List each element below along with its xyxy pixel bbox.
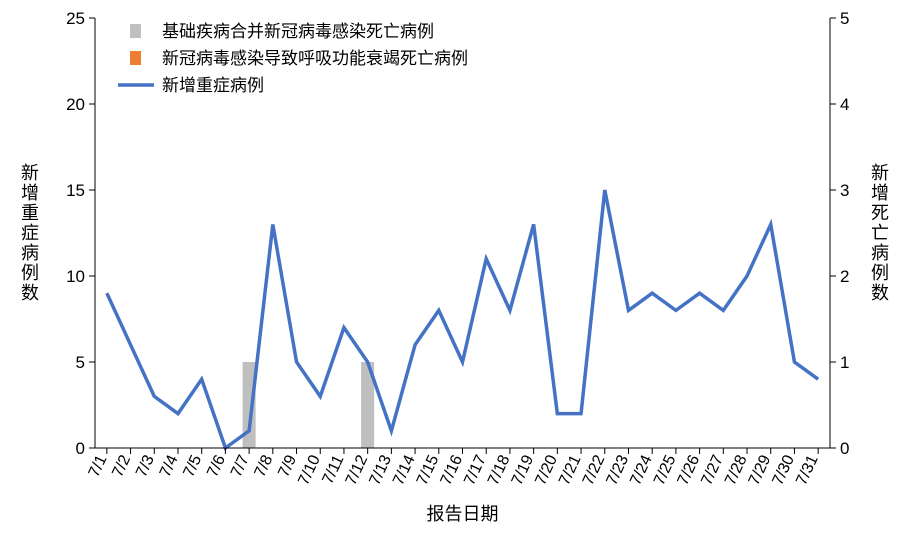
x-tick-label: 7/13 [366,452,395,487]
x-tick-label: 7/15 [414,452,443,487]
y-left-axis-title: 数 [21,283,39,303]
x-tick-label: 7/22 [580,452,609,487]
line-series [107,190,818,448]
legend-swatch-bar [130,24,141,38]
x-tick-label: 7/7 [228,452,253,479]
y-left-axis-title: 增 [21,183,39,203]
x-tick-label: 7/1 [86,452,111,479]
x-tick-label: 7/29 [746,452,775,487]
x-tick-label: 7/30 [769,452,798,487]
x-tick-label: 7/31 [793,452,822,487]
y-right-axis-title: 死 [871,203,889,223]
x-axis-title: 报告日期 [427,504,499,524]
y-right-axis-title: 数 [871,283,889,303]
y-right-axis-title: 病 [871,243,889,263]
y-left-tick-label: 5 [76,353,85,372]
legend-item: 新增重症病例 [118,76,264,95]
x-tick-label: 7/6 [204,452,229,479]
y-right-tick-label: 1 [840,353,849,372]
y-right-axis-title: 亡 [871,223,889,243]
y-right-tick-label: 0 [840,439,849,458]
x-tick-label: 7/5 [181,452,206,479]
x-tick-label: 7/28 [722,452,751,487]
y-right-tick-label: 3 [840,181,849,200]
x-tick-label: 7/20 [532,452,561,487]
x-tick-label: 7/3 [133,452,158,479]
y-left-tick-label: 15 [66,181,85,200]
x-tick-label: 7/12 [343,452,372,487]
x-tick-label: 7/4 [157,452,182,479]
y-left-tick-label: 0 [76,439,85,458]
y-left-axis-title: 新 [21,163,39,183]
legend-label: 新冠病毒感染导致呼吸功能衰竭死亡病例 [162,49,468,68]
legend-label: 基础疾病合并新冠病毒感染死亡病例 [162,22,434,41]
legend-item: 基础疾病合并新冠病毒感染死亡病例 [130,22,434,41]
x-tick-label: 7/8 [252,452,277,479]
x-tick-label: 7/26 [675,452,704,487]
legend-swatch-bar [130,51,141,65]
y-left-tick-label: 10 [66,267,85,286]
y-left-axis-title: 例 [21,263,39,283]
x-tick-label: 7/21 [556,452,585,487]
y-right-axis-title: 增 [871,183,889,203]
y-right-tick-label: 5 [840,9,849,28]
x-tick-label: 7/18 [485,452,514,487]
x-tick-label: 7/9 [275,452,300,479]
x-tick-label: 7/16 [438,452,467,487]
x-tick-label: 7/19 [509,452,538,487]
x-tick-label: 7/25 [651,452,680,487]
y-right-tick-label: 4 [840,95,849,114]
y-left-axis-title: 病 [21,243,39,263]
x-tick-label: 7/14 [390,452,419,487]
x-tick-label: 7/23 [604,452,633,487]
x-tick-label: 7/17 [461,452,490,487]
legend-item: 新冠病毒感染导致呼吸功能衰竭死亡病例 [130,49,468,68]
chart-svg: 0 5 10 15 20 25 0 1 2 3 4 5 7/17/27/37/47/57/67/77/8… [0,0,904,534]
y-left-axis-title: 重 [21,203,39,223]
x-tick-label: 7/2 [109,452,134,479]
x-tick-label: 7/24 [627,452,656,487]
y-left-tick-label: 20 [66,95,85,114]
chart-container: 0 5 10 15 20 25 0 1 2 3 4 5 7/17/27/37/47/57/67/77/8… [0,0,904,534]
y-right-axis-title: 例 [871,263,889,283]
y-right-axis-title: 新 [871,163,889,183]
x-tick-label: 7/27 [698,452,727,487]
legend-label: 新增重症病例 [162,76,264,95]
y-left-tick-label: 25 [66,9,85,28]
x-tick-label: 7/10 [295,452,324,487]
y-right-tick-label: 2 [840,267,849,286]
y-left-axis-title: 症 [21,223,39,243]
